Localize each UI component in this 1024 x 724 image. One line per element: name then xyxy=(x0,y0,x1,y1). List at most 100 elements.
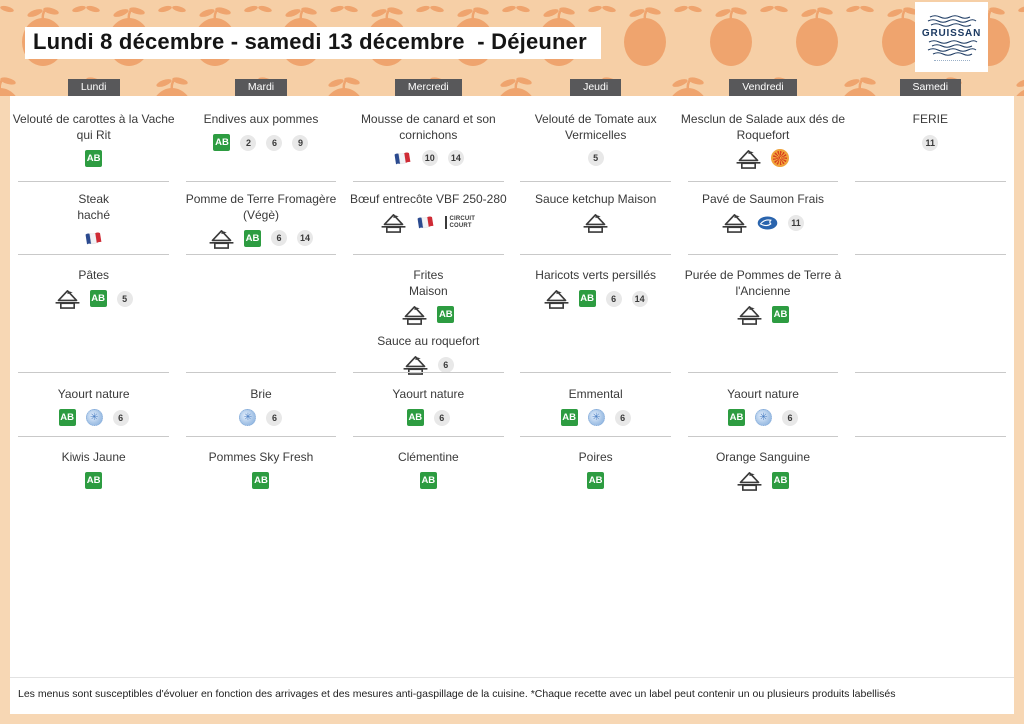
menu-cell-mercredi-row2: Bœuf entrecôte VBF 250-280 CIRCUIT COURT xyxy=(345,182,512,255)
menu-column-mardi: Endives aux pommes AB 2 6 9 Pomme de Terre Fr… xyxy=(177,96,344,513)
dairy-label-icon: ✳ xyxy=(754,409,772,427)
dish-name: Pommes Sky Fresh xyxy=(208,450,314,464)
gruissan-logo: GRUISSAN xyxy=(915,2,988,72)
dish-labels-row: AB xyxy=(737,471,789,491)
fait-maison-icon xyxy=(55,288,80,309)
dish-name: Velouté de Tomate aux Vermicelles xyxy=(534,112,657,142)
ab-bio-icon: AB xyxy=(578,290,596,308)
fait-maison-icon-svg xyxy=(737,149,761,169)
logo-waves-top-icon xyxy=(927,14,976,27)
menu-cell-jeudi-row5: Poires AB xyxy=(512,437,679,513)
fait-maison-icon xyxy=(583,212,608,233)
dish-name: Frites Maison xyxy=(408,268,448,298)
dish-name: Velouté de carottes à la Vache qui Rit xyxy=(12,112,175,142)
menu-item: Kiwis Jaune AB xyxy=(62,450,126,491)
dish-labels-row xyxy=(84,228,103,248)
menu-cell-vendredi-row4: Yaourt nature AB ✳ 6 xyxy=(679,373,846,437)
dish-name: Pomme de Terre Fromagère (Végè) xyxy=(185,192,337,222)
dish-labels-row: AB 6 14 xyxy=(209,228,313,249)
ab-bio-icon: AB xyxy=(419,472,437,490)
menu-item: Frites Maison AB xyxy=(402,268,455,325)
dish-name: Yaourt nature xyxy=(392,387,465,401)
fait-maison-icon-svg xyxy=(737,305,762,325)
menu-cell-mardi-row2: Pomme de Terre Fromagère (Végè) AB 6 14 xyxy=(177,182,344,255)
day-tab-lundi: Lundi xyxy=(67,79,120,96)
viande-de-france-icon-svg xyxy=(394,152,411,165)
viande-de-france-icon xyxy=(416,215,435,230)
fait-maison-icon-svg xyxy=(209,229,234,249)
ab-bio-icon: AB xyxy=(252,472,270,490)
dish-name: Brie xyxy=(250,387,272,401)
menu-item: Haricots verts persillés AB 6 14 xyxy=(535,268,656,309)
menu-cell-lundi-row1: Velouté de carottes à la Vache qui Rit AB xyxy=(10,96,177,182)
dish-name: Steak haché xyxy=(77,192,111,222)
day-tab-jeudi: Jeudi xyxy=(570,79,622,96)
dish-labels-row: AB xyxy=(252,471,270,491)
menu-cell-lundi-row5: Kiwis Jaune AB xyxy=(10,437,177,513)
dish-labels-row: AB 6 14 xyxy=(544,289,648,309)
allergen-badge: 5 xyxy=(587,150,604,167)
dairy-label-icon: ✳ xyxy=(85,409,103,427)
dish-labels-row: CIRCUIT COURT xyxy=(381,213,475,233)
day-tab-vendredi: Vendredi xyxy=(729,79,797,96)
logo-wordmark: GRUISSAN xyxy=(921,27,982,39)
fait-maison-icon xyxy=(737,304,762,325)
allergen-badge: 6 xyxy=(266,134,283,151)
menu-item: Yaourt nature AB 6 xyxy=(392,387,464,428)
ab-bio-icon: AB xyxy=(771,305,789,323)
fait-maison-icon-svg xyxy=(55,290,80,309)
menu-item: Steak haché xyxy=(77,192,110,248)
menu-item: Sauce ketchup Maison xyxy=(535,192,656,233)
fait-maison-icon-svg xyxy=(737,472,762,491)
peche-durable-icon xyxy=(757,216,778,230)
menu-cell-samedi-row5 xyxy=(847,437,1014,513)
allergen-badge: 6 xyxy=(266,409,283,426)
dish-labels-row xyxy=(736,148,790,169)
dish-labels-row: AB xyxy=(419,471,437,491)
dish-name: Pâtes xyxy=(78,268,109,282)
ab-bio-icon: AB xyxy=(771,472,789,490)
menu-column-vendredi: Mesclun de Salade aux dés de Roquefort Pa… xyxy=(679,96,846,513)
ab-bio-icon: AB xyxy=(85,472,103,490)
dish-labels-row: AB xyxy=(402,304,455,325)
allergen-badge: 6 xyxy=(433,409,450,426)
menu-cell-vendredi-row2: Pavé de Saumon Frais 11 xyxy=(679,182,846,255)
menu-item: Velouté de Tomate aux Vermicelles 5 xyxy=(512,112,679,168)
menu-grid: Velouté de carottes à la Vache qui Rit AB… xyxy=(10,96,1014,513)
ab-bio-icon: AB xyxy=(58,409,76,427)
fait-maison-icon xyxy=(381,212,406,233)
dish-labels-row: AB xyxy=(737,304,789,325)
logo-waves-bottom-icon xyxy=(927,39,977,56)
fait-maison-icon xyxy=(736,148,761,169)
title-banner: Lundi 8 décembre - samedi 13 décembre - … xyxy=(25,27,601,59)
menu-cell-lundi-row2: Steak haché xyxy=(10,182,177,255)
menu-item: Bœuf entrecôte VBF 250-280 CIRCUIT COURT xyxy=(350,192,507,233)
menu-cell-jeudi-row4: Emmental AB ✳ 6 xyxy=(512,373,679,437)
dish-name: Haricots verts persillés xyxy=(535,268,656,282)
allergen-badge: 2 xyxy=(240,134,257,151)
ab-bio-icon: AB xyxy=(437,305,455,323)
dish-name: Purée de Pommes de Terre à l'Ancienne xyxy=(684,268,842,298)
day-tab-wrap-mardi: Mardi xyxy=(177,79,344,96)
menu-item: Sauce au roquefort 6 xyxy=(377,334,479,376)
menu-cell-mardi-row3 xyxy=(177,255,344,373)
ab-bio-icon: AB xyxy=(89,290,107,308)
menu-cell-vendredi-row3: Purée de Pommes de Terre à l'Ancienne AB xyxy=(679,255,846,373)
dish-labels-row: AB xyxy=(587,471,605,491)
menu-cell-mercredi-row4: Yaourt nature AB 6 xyxy=(345,373,512,437)
menu-item: Mesclun de Salade aux dés de Roquefort xyxy=(679,112,846,169)
dish-name: Bœuf entrecôte VBF 250-280 xyxy=(349,192,507,206)
day-tab-wrap-lundi: Lundi xyxy=(10,79,177,96)
fait-maison-icon xyxy=(544,288,569,309)
dish-name: Mousse de canard et son cornichons xyxy=(360,112,496,142)
dish-labels-row: AB 2 6 9 xyxy=(213,133,309,153)
menu-content: Velouté de carottes à la Vache qui Rit AB… xyxy=(10,96,1014,714)
fait-maison-icon-svg xyxy=(722,214,747,233)
dairy-label-icon: ✳ xyxy=(239,409,257,427)
dish-labels-row: AB 6 xyxy=(406,408,450,428)
menu-cell-mercredi-row3: Frites Maison AB Sauce au roquefort 6 xyxy=(345,255,512,376)
fait-maison-icon-svg xyxy=(544,290,569,309)
ab-bio-icon: AB xyxy=(213,134,231,152)
viande-de-france-icon-svg xyxy=(417,216,434,229)
day-tab-wrap-jeudi: Jeudi xyxy=(512,79,679,96)
